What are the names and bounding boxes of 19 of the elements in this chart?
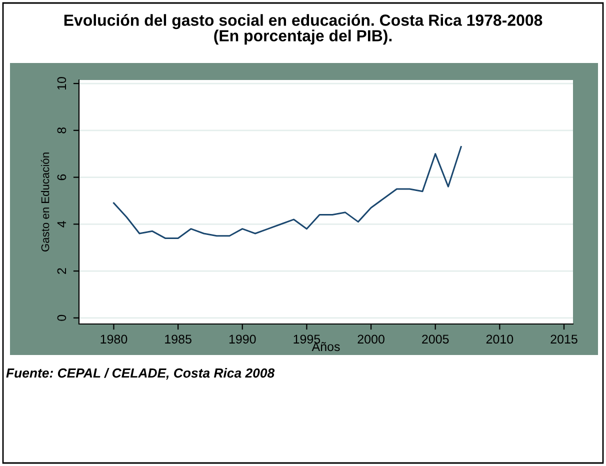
x-tick-label: 2005 [422, 334, 449, 344]
source-note: Fuente: CEPAL / CELADE, Costa Rica 2008 [6, 368, 275, 380]
line-series [112, 146, 462, 239]
x-tick-label: 1995 [294, 334, 320, 344]
x-tick-label: 2000 [358, 334, 384, 344]
x-tick-label: 1980 [100, 334, 128, 344]
y-tick-label: 0 [57, 314, 66, 321]
y-tick-label: 8 [57, 127, 66, 134]
y-tick-label: 10 [57, 77, 66, 90]
x-tick-label: 1990 [229, 334, 256, 344]
y-tick-label: 6 [57, 174, 66, 180]
x-tick-label: 2015 [550, 334, 578, 344]
y-axis-title: Gasto en Educación [40, 152, 50, 252]
x-tick-label: 2010 [486, 334, 514, 344]
x-tick-label: 1985 [165, 334, 192, 344]
chart-title: Evolución del gasto social en educación. Costa Rica 1978-2008 (En porcentaje del PIB). [64, 14, 542, 45]
x-axis-title: Años [312, 342, 340, 352]
y-tick-label: 4 [57, 221, 66, 228]
y-tick-label: 2 [57, 268, 66, 274]
